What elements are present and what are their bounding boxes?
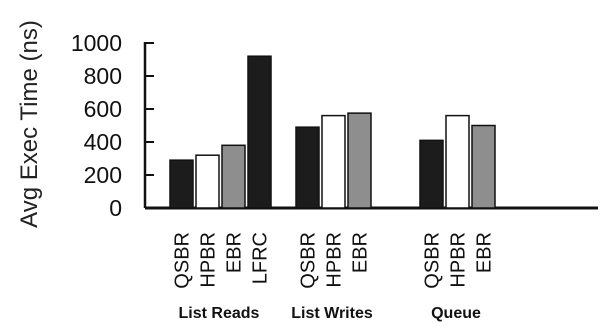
group-label: Queue <box>431 305 481 322</box>
bar-category-label: EBR <box>474 232 496 273</box>
bar-category-label: QSBR <box>422 232 444 289</box>
bar-category-label: HPBR <box>198 232 220 288</box>
bar-list-writes-hpbr <box>321 114 346 209</box>
bars <box>169 55 496 209</box>
group-label: List Writes <box>291 305 373 322</box>
bar-category-label: QSBR <box>172 232 194 289</box>
y-tick-label: 0 <box>109 195 122 221</box>
bar-list-writes-qsbr <box>295 126 320 209</box>
bar-category-label: HPBR <box>324 232 346 288</box>
bar-category-label: EBR <box>350 232 372 273</box>
y-tick-label: 200 <box>84 162 122 188</box>
bar-category-label: LFRC <box>250 232 272 284</box>
y-tick-label: 600 <box>84 96 122 122</box>
group-label: List Reads <box>179 305 260 322</box>
axes: 0 200 400 600 800 1000 <box>71 30 598 221</box>
y-tick-label: 1000 <box>71 30 122 56</box>
bar-list-writes-ebr <box>347 112 372 209</box>
y-tick-label: 400 <box>84 129 122 155</box>
y-tick-label: 800 <box>84 63 122 89</box>
bar-category-label: HPBR <box>448 232 470 288</box>
bar-category-label: EBR <box>224 232 246 273</box>
bar-category-label: QSBR <box>298 232 320 289</box>
bar-list-reads-qsbr <box>169 159 194 209</box>
bar-list-reads-hpbr <box>195 154 220 209</box>
bar-list-reads-lfrc <box>247 55 272 209</box>
bar-queue-qsbr <box>419 139 444 209</box>
bar-list-reads-ebr <box>221 144 246 209</box>
bar-queue-ebr <box>471 124 496 209</box>
bar-queue-hpbr <box>445 114 470 209</box>
y-axis-title: Avg Exec Time (ns) <box>16 20 43 228</box>
